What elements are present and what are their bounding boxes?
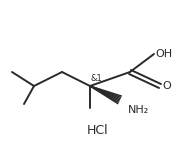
Text: HCl: HCl	[87, 123, 109, 136]
Text: OH: OH	[155, 49, 172, 59]
Text: O: O	[162, 81, 171, 91]
Text: NH₂: NH₂	[128, 105, 149, 115]
Text: &1: &1	[91, 74, 103, 83]
